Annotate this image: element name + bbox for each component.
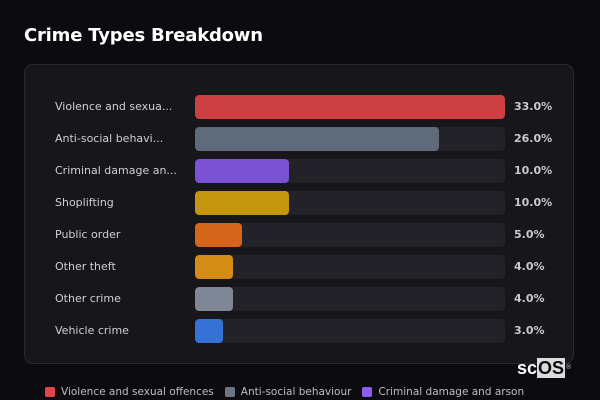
bar-label: Vehicle crime [55, 324, 129, 337]
bar-track [195, 255, 505, 279]
bar-fill[interactable] [195, 319, 224, 343]
bar-label: Other crime [55, 292, 121, 305]
bar-label: Violence and sexua... [55, 100, 173, 113]
bar-row[interactable]: Criminal damage an... 10.0% [25, 159, 573, 183]
bar-track [195, 319, 505, 343]
logo-highlight: OS [537, 358, 566, 378]
bar-fill[interactable] [195, 191, 289, 215]
bar-label: Other theft [55, 260, 116, 273]
bar-value: 4.0% [514, 260, 545, 273]
bar-fill[interactable] [195, 223, 243, 247]
bar-label: Shoplifting [55, 196, 114, 209]
bar-row[interactable]: Violence and sexua... 33.0% [25, 95, 573, 119]
legend-label: Anti-social behaviour [240, 386, 352, 398]
bar-value: 3.0% [514, 324, 545, 337]
registered-mark-icon: ® [566, 364, 572, 371]
bar-row[interactable]: Other crime 4.0% [25, 287, 573, 311]
legend-label: Criminal damage and arson [378, 386, 525, 398]
legend-swatch-icon [362, 387, 373, 397]
bar-fill[interactable] [195, 255, 233, 279]
logo-prefix: sc [517, 358, 538, 378]
bar-value: 10.0% [514, 196, 553, 209]
bar-track [195, 95, 505, 119]
legend-swatch-icon [224, 387, 235, 397]
chart-legend: Violence and sexual offences Anti-social… [45, 386, 524, 398]
legend-swatch-icon [45, 387, 55, 397]
bar-label: Public order [55, 228, 121, 241]
bar-fill[interactable] [195, 95, 505, 119]
chart-card: Violence and sexua... 33.0% Anti-social be… [24, 64, 574, 364]
bar-row[interactable]: Vehicle crime 3.0% [25, 319, 573, 343]
bar-row[interactable]: Public order 5.0% [25, 223, 573, 247]
bar-row[interactable]: Shoplifting 10.0% [25, 191, 573, 215]
bar-value: 5.0% [514, 228, 545, 241]
bar-track [195, 127, 505, 151]
legend-item-anti-social[interactable]: Anti-social behaviour [224, 386, 352, 398]
bar-fill[interactable] [195, 159, 289, 183]
bar-track [195, 223, 505, 247]
bar-fill[interactable] [195, 287, 233, 311]
bar-fill[interactable] [195, 127, 440, 151]
legend-item-violence[interactable]: Violence and sexual offences [45, 386, 214, 398]
bar-value: 4.0% [514, 292, 545, 305]
chart-title: Crime Types Breakdown [24, 25, 263, 46]
bar-label: Anti-social behavi... [55, 132, 164, 145]
bar-track [195, 191, 505, 215]
bar-value: 33.0% [514, 100, 553, 113]
bar-value: 10.0% [514, 164, 553, 177]
bar-track [195, 159, 505, 183]
bar-row[interactable]: Anti-social behavi... 26.0% [25, 127, 573, 151]
bar-row[interactable]: Other theft 4.0% [25, 255, 573, 279]
legend-item-criminal-damage[interactable]: Criminal damage and arson [362, 386, 524, 398]
bar-label: Criminal damage an... [55, 164, 177, 177]
legend-label: Violence and sexual offences [61, 386, 214, 398]
bar-track [195, 287, 505, 311]
bar-value: 26.0% [514, 132, 553, 145]
scos-logo: scOS ® [517, 358, 571, 378]
